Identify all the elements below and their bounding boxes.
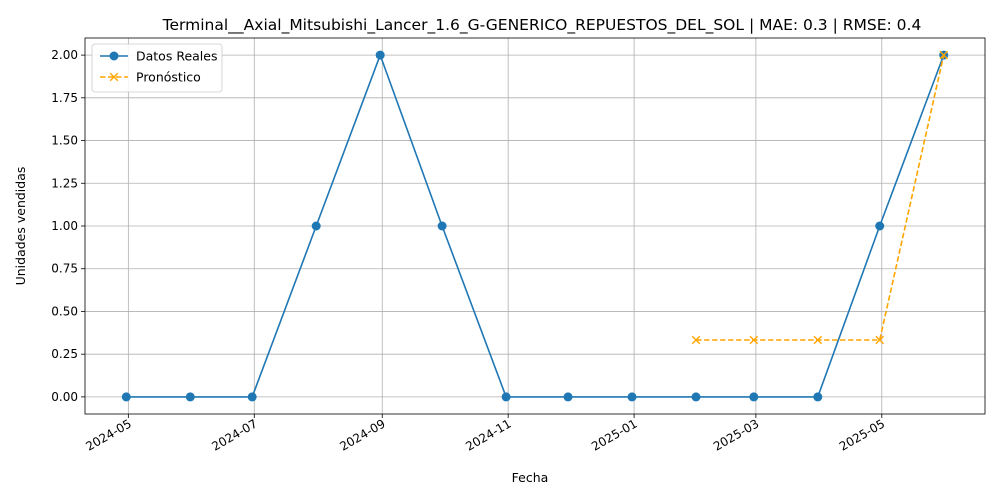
data-point bbox=[563, 392, 573, 402]
series-line-0 bbox=[126, 52, 945, 398]
x-tick-label: 2025-01 bbox=[589, 416, 639, 453]
y-tick-label: 1.75 bbox=[51, 91, 78, 105]
legend-label: Pronóstico bbox=[136, 70, 201, 85]
y-tick-label: 0.50 bbox=[51, 304, 78, 318]
y-axis-ticks: 0.00 0.25 0.50 0.75 1.00 1.25 1.50 1.75 2.00 bbox=[51, 48, 85, 404]
data-point bbox=[939, 50, 949, 60]
legend-marker bbox=[109, 51, 119, 61]
y-tick-label: 1.50 bbox=[51, 134, 78, 148]
data-point bbox=[749, 392, 759, 402]
legend-label: Datos Reales bbox=[136, 49, 217, 64]
y-tick-label: 0.75 bbox=[51, 262, 78, 276]
x-tick-label: 2025-05 bbox=[837, 416, 887, 453]
plot-frame bbox=[84, 37, 986, 415]
x-axis-label: Fecha bbox=[512, 470, 549, 485]
data-point bbox=[875, 221, 885, 231]
data-point bbox=[875, 335, 885, 345]
chart-title: Terminal__Axial_Mitsubishi_Lancer_1.6_G-… bbox=[162, 16, 922, 35]
x-tick-label: 2024-11 bbox=[463, 416, 513, 453]
x-tick-label: 2024-09 bbox=[337, 416, 387, 453]
data-point bbox=[813, 335, 823, 345]
data-point bbox=[375, 50, 385, 60]
data-point bbox=[185, 392, 195, 402]
data-point bbox=[437, 221, 447, 231]
data-point bbox=[691, 335, 701, 345]
grid-lines bbox=[85, 38, 985, 414]
y-tick-label: 0.00 bbox=[51, 390, 78, 404]
x-tick-label: 2024-05 bbox=[83, 416, 133, 453]
x-axis-ticks: 2024-05 2024-07 2024-09 2024-11 2025-01 2025-… bbox=[83, 414, 887, 454]
data-point bbox=[311, 221, 321, 231]
x-tick-label: 2024-07 bbox=[209, 416, 259, 453]
y-tick-label: 2.00 bbox=[51, 48, 78, 62]
y-axis-label: Unidades vendidas bbox=[13, 167, 28, 286]
series-layer bbox=[121, 50, 949, 402]
data-point bbox=[627, 392, 637, 402]
y-tick-label: 1.00 bbox=[51, 219, 78, 233]
data-point bbox=[813, 392, 823, 402]
data-point bbox=[501, 392, 511, 402]
y-tick-label: 1.25 bbox=[51, 176, 78, 190]
legend: Datos Reales Pronóstico bbox=[91, 43, 223, 93]
legend-marker bbox=[109, 72, 119, 82]
data-point bbox=[121, 392, 131, 402]
data-point bbox=[691, 392, 701, 402]
y-tick-label: 0.25 bbox=[51, 347, 78, 361]
x-tick-label: 2025-03 bbox=[711, 416, 761, 453]
data-point bbox=[749, 335, 759, 345]
data-point bbox=[247, 392, 257, 402]
